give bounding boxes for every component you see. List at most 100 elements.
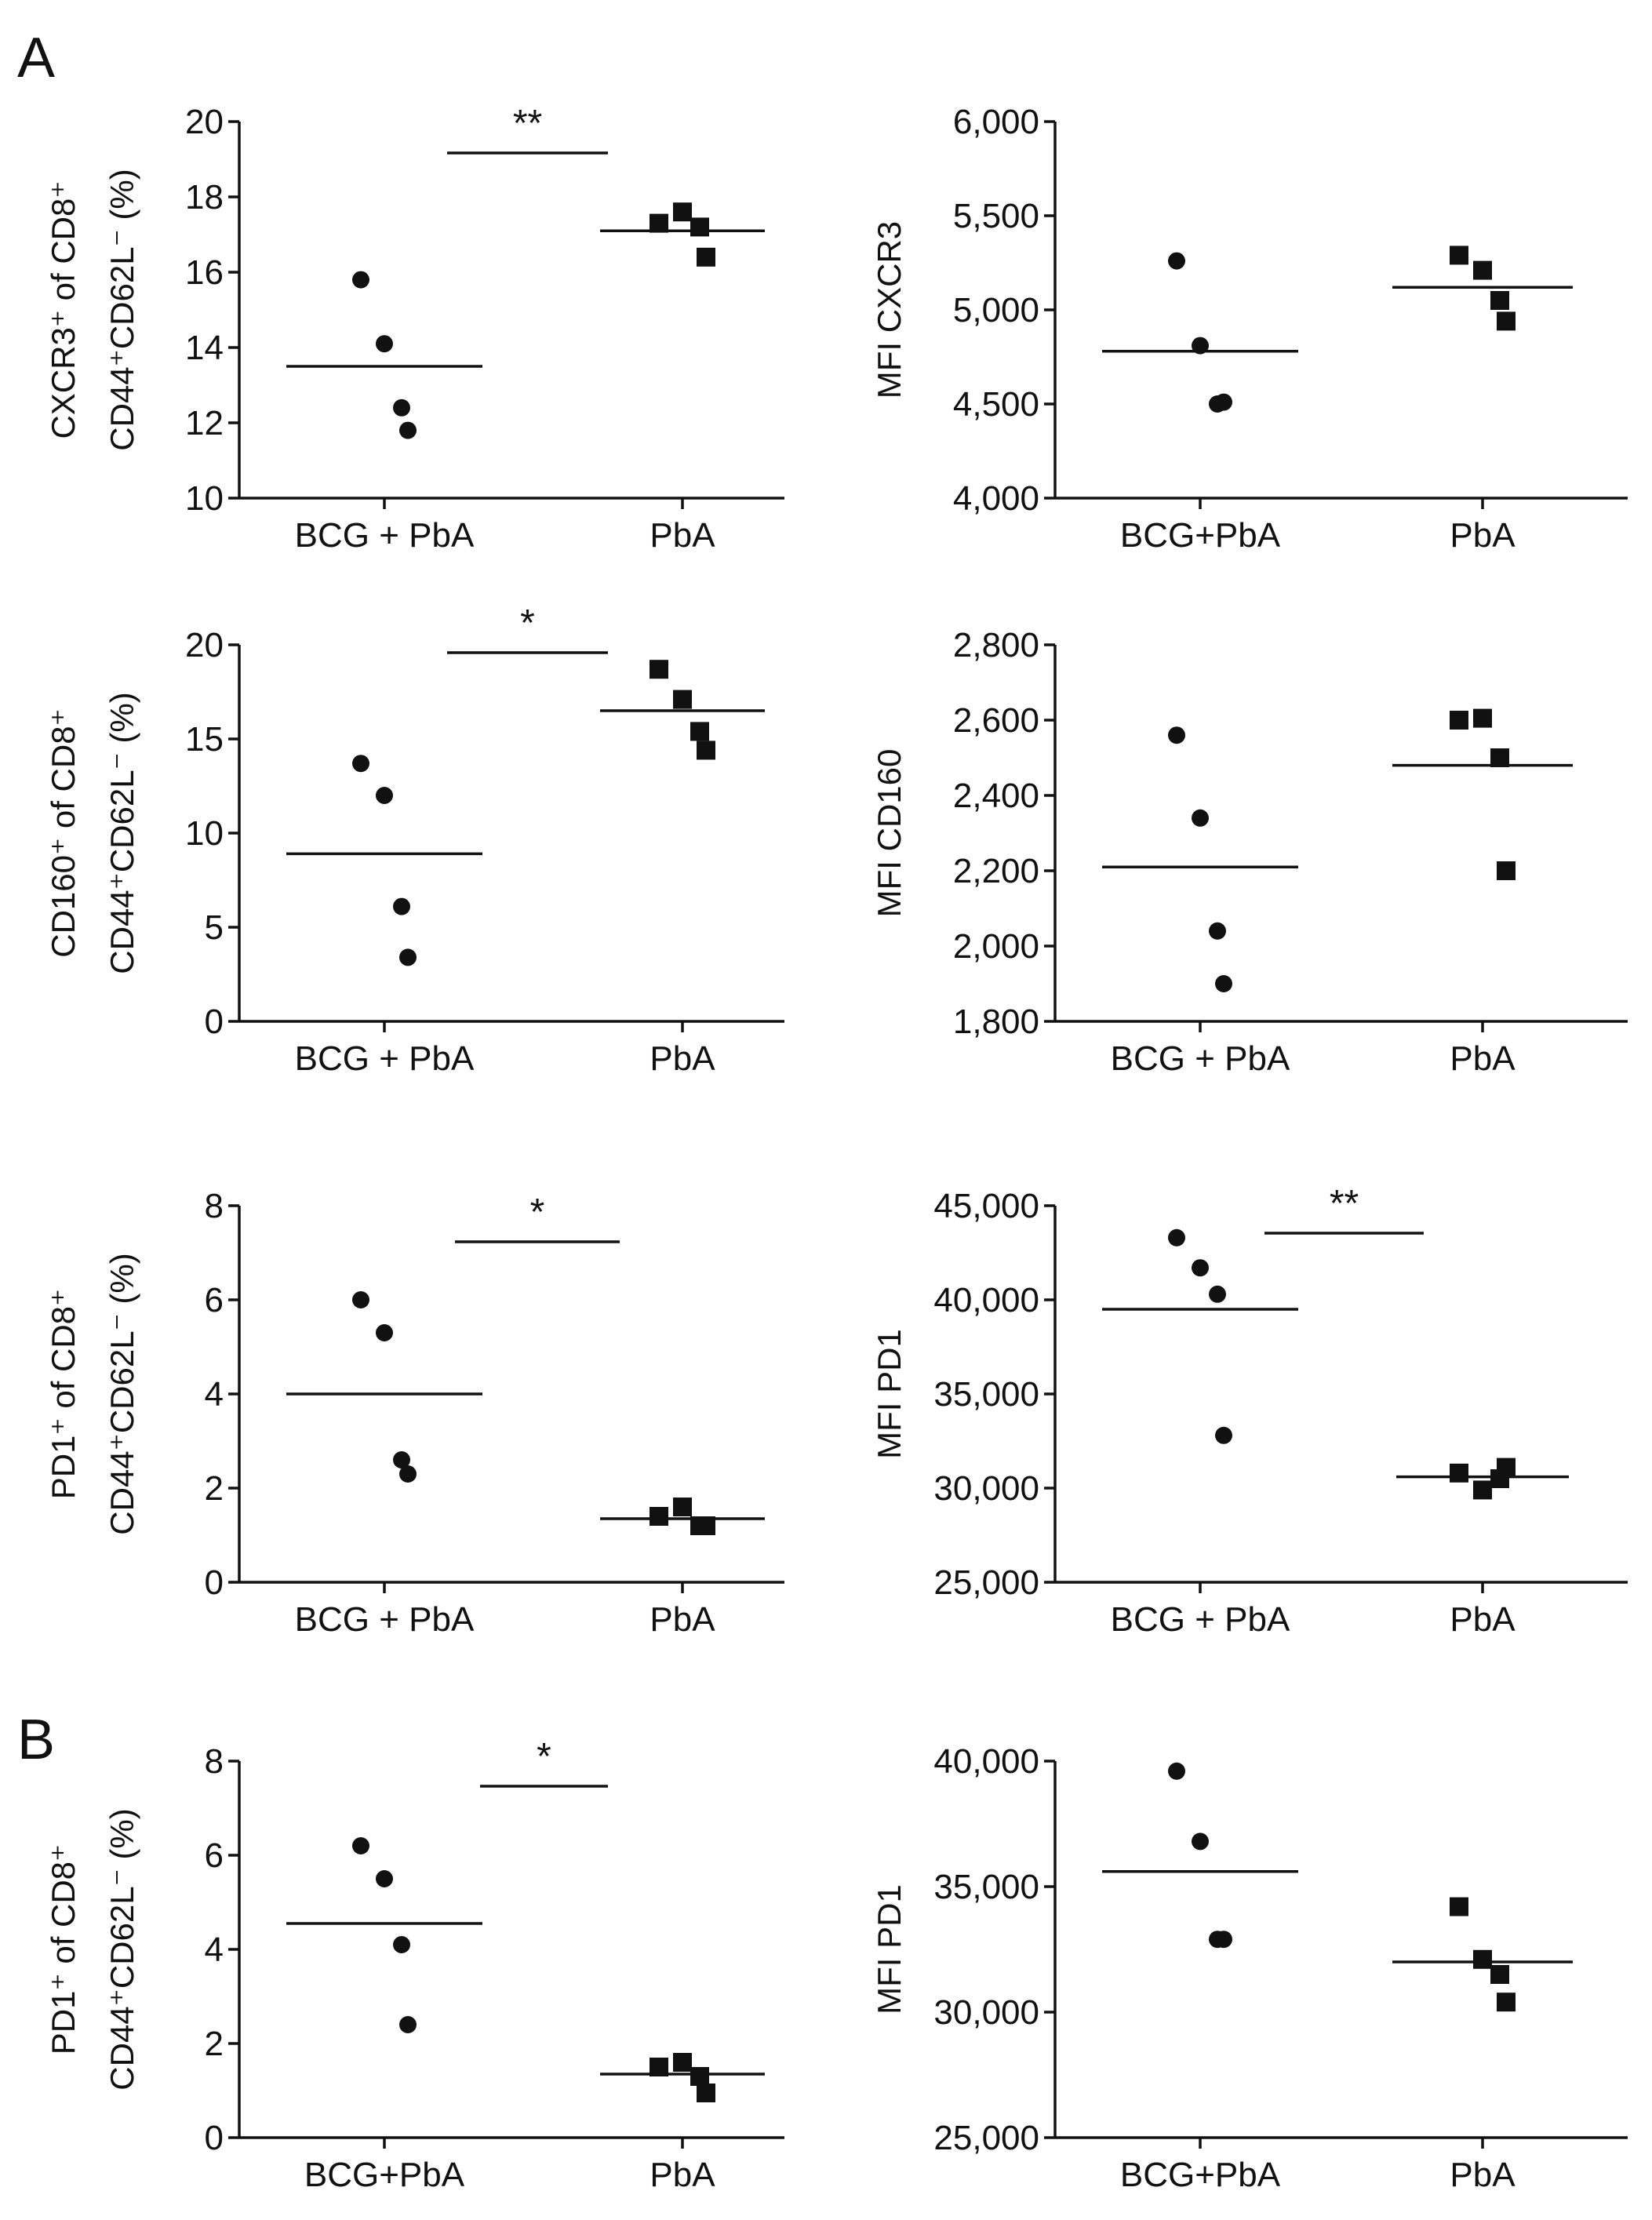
panel-2-point-b — [1490, 291, 1509, 310]
panel-1-x-tick-label: BCG + PbA — [295, 516, 475, 555]
panel-1-point-a — [399, 421, 417, 439]
panel-3-y-tick-label: 20 — [185, 626, 224, 664]
panel-2-y-tick-label: 4,000 — [953, 479, 1039, 518]
panel-2-point-b — [1497, 311, 1516, 331]
panel-4-x-tick-label: PbA — [1450, 1039, 1516, 1078]
panel-5-y-axis-label-2: CD44⁺CD62L⁻ (%) — [104, 1253, 140, 1534]
panel-6-point-b — [1497, 1458, 1516, 1477]
panel-3-x-tick-label: PbA — [650, 1039, 715, 1078]
panel-1-point-b — [673, 202, 692, 222]
panel-6-point-a — [1215, 1426, 1232, 1444]
panel-6-y-axis-label: MFI PD1 — [871, 1329, 908, 1459]
panel-4-point-a — [1192, 809, 1209, 827]
panel-2-y-tick-label: 6,000 — [953, 103, 1039, 141]
panel-7-point-a — [393, 1936, 410, 1953]
panel-8-point-b — [1473, 1949, 1492, 1969]
panel-7-y-tick-label: 2 — [205, 2025, 224, 2063]
panel-3-y-tick-label: 10 — [185, 814, 224, 853]
panel-4-point-a — [1215, 975, 1232, 992]
panel-3-point-a — [352, 755, 369, 773]
panel-4-y-tick-label: 2,800 — [953, 626, 1039, 664]
panel-1-y-tick-label: 20 — [185, 103, 224, 141]
panel-1-point-b — [697, 247, 715, 267]
panel-7-y-tick-label: 6 — [205, 1836, 224, 1875]
panel-5-point-a — [399, 1465, 417, 1483]
panel-5-y-axis-label: PD1⁺ of CD8⁺ — [45, 1289, 82, 1499]
panel-3-y-tick-label: 5 — [205, 908, 224, 947]
panel-8-y-tick-label: 40,000 — [933, 1742, 1039, 1781]
panel-3-point-b — [673, 690, 692, 709]
panel-4-point-b — [1497, 861, 1516, 880]
panel-3-point-b — [697, 741, 715, 760]
panel-3-point-b — [650, 660, 668, 679]
panel-8-point-a — [1192, 1832, 1209, 1851]
panel-8-y-axis-label: MFI PD1 — [871, 1884, 908, 2014]
panel-5-y-tick-label: 2 — [205, 1469, 224, 1508]
panel-6-y-tick-label: 25,000 — [933, 1563, 1039, 1602]
panel-3-significance-label: * — [520, 602, 535, 644]
panel-7-y-tick-label: 8 — [205, 1742, 224, 1781]
panel-5-point-b — [650, 1507, 668, 1526]
panel-1-y-tick-label: 14 — [185, 329, 224, 367]
panel-label-a: A — [17, 27, 55, 89]
panel-1-y-tick-label: 10 — [185, 479, 224, 518]
panel-3-point-a — [376, 787, 393, 804]
panel-4-y-tick-label: 1,800 — [953, 1003, 1039, 1041]
panel-6-y-tick-label: 35,000 — [933, 1375, 1039, 1414]
panel-7-point-b — [690, 2067, 709, 2086]
panel-2-point-a — [1168, 252, 1185, 270]
panel-7-x-tick-label: PbA — [650, 2156, 715, 2194]
panel-3-point-a — [393, 897, 410, 915]
panel-6-point-b — [1450, 1463, 1468, 1483]
panel-3-y-tick-label: 0 — [205, 1003, 224, 1041]
panel-6-y-tick-label: 40,000 — [933, 1281, 1039, 1319]
panel-4-y-tick-label: 2,000 — [953, 927, 1039, 966]
panel-2-y-tick-label: 4,500 — [953, 385, 1039, 424]
panel-3-y-axis-label-2: CD44⁺CD62L⁻ (%) — [104, 692, 140, 974]
panel-1-point-a — [376, 335, 393, 353]
panel-5-significance-label: * — [530, 1192, 545, 1233]
panel-4-y-tick-label: 2,200 — [953, 852, 1039, 890]
panel-7-significance-label: * — [537, 1736, 551, 1778]
panel-1-y-axis-label-2: CD44⁺CD62L⁻ (%) — [104, 169, 140, 450]
panel-8-point-a — [1215, 1931, 1232, 1949]
panel-6-point-a — [1192, 1259, 1209, 1277]
panel-7-y-axis-label: PD1⁺ of CD8⁺ — [45, 1844, 82, 2054]
panel-label-b: B — [17, 1709, 55, 1771]
panel-6-significance-label: ** — [1330, 1183, 1359, 1225]
panel-7-point-b — [673, 2053, 692, 2072]
panel-1-point-b — [690, 217, 709, 237]
panel-3-y-tick-label: 15 — [185, 720, 224, 759]
panel-5-point-a — [352, 1291, 369, 1308]
panel-5-point-a — [376, 1324, 393, 1341]
panel-3-y-axis-label: CD160⁺ of CD8⁺ — [45, 708, 82, 957]
panel-7-x-tick-label: BCG+PbA — [304, 2156, 465, 2194]
panel-3-point-b — [690, 722, 709, 741]
panel-2-point-b — [1450, 246, 1468, 265]
panel-5-y-tick-label: 8 — [205, 1187, 224, 1225]
panel-6-y-tick-label: 45,000 — [933, 1187, 1039, 1225]
panel-5-x-tick-label: PbA — [650, 1600, 715, 1639]
panel-7-point-a — [399, 2016, 417, 2033]
panel-2-point-b — [1473, 260, 1492, 280]
panel-1-y-tick-label: 16 — [185, 253, 224, 292]
panel-4-x-tick-label: BCG + PbA — [1111, 1039, 1290, 1078]
panel-8-point-b — [1450, 1897, 1468, 1916]
panel-2-point-a — [1215, 393, 1232, 411]
panel-3-point-a — [399, 948, 417, 966]
panel-5-x-tick-label: BCG + PbA — [295, 1600, 475, 1639]
panel-1-point-a — [352, 271, 369, 289]
panel-6-point-b — [1473, 1480, 1492, 1500]
panel-6-x-tick-label: BCG + PbA — [1111, 1600, 1290, 1639]
panel-5-point-b — [673, 1498, 692, 1516]
panel-1-y-tick-label: 18 — [185, 178, 224, 217]
panel-5-y-tick-label: 6 — [205, 1281, 224, 1319]
panel-1-significance-label: ** — [513, 103, 542, 144]
panel-4-point-b — [1450, 711, 1468, 730]
panel-6-point-a — [1168, 1228, 1185, 1246]
panel-7-point-a — [376, 1870, 393, 1887]
panel-8-y-tick-label: 25,000 — [933, 2119, 1039, 2157]
panel-7-y-axis-label-2: CD44⁺CD62L⁻ (%) — [104, 1808, 140, 2090]
panel-4-point-a — [1209, 922, 1226, 940]
